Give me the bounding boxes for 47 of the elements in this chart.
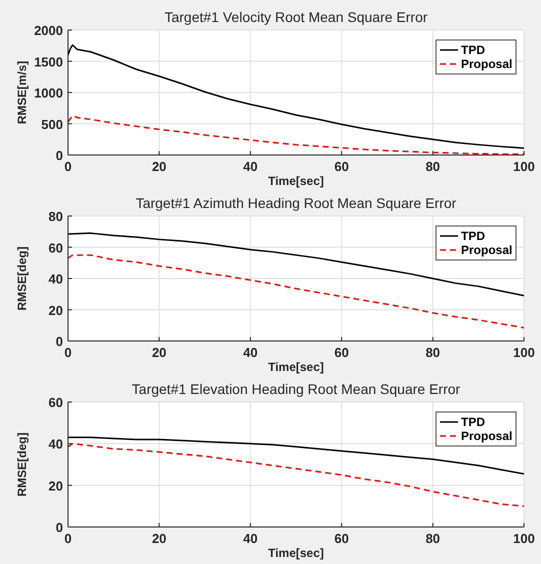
line-series	[68, 442, 524, 507]
x-tick-label: 80	[426, 531, 440, 546]
legend-label: Proposal	[461, 429, 512, 443]
y-tick-label: 2000	[34, 23, 63, 38]
x-tick-label: 20	[152, 159, 166, 174]
x-tick-label: 40	[243, 159, 258, 174]
y-axis-title: RMSE[deg]	[15, 246, 29, 310]
x-axis-title: Time[sec]	[268, 546, 324, 560]
x-tick-label: 60	[334, 159, 349, 174]
y-tick-label: 20	[48, 478, 63, 494]
x-tick-label: 100	[513, 345, 535, 360]
chart-title: Target#1 Velocity Root Mean Square Error	[164, 9, 428, 25]
y-tick-label: 40	[48, 272, 63, 286]
y-tick-label: 40	[48, 436, 63, 452]
y-tick-label: 0	[56, 148, 63, 163]
y-tick-label: 0	[56, 334, 63, 349]
legend-label: TPD	[461, 229, 486, 243]
line-series	[68, 232, 524, 296]
x-tick-label: 20	[152, 345, 166, 360]
y-tick-label: 1500	[34, 54, 63, 70]
x-tick-label: 40	[243, 531, 258, 546]
y-tick-label: 20	[48, 302, 63, 318]
x-tick-label: 80	[426, 345, 440, 360]
line-series	[68, 44, 524, 149]
x-tick-label: 20	[152, 531, 166, 546]
y-tick-label: 80	[48, 209, 63, 224]
y-tick-label: 500	[41, 116, 63, 132]
y-tick-label: 1000	[34, 86, 63, 100]
y-axis-title: RMSE[deg]	[15, 432, 29, 496]
x-axis-title: Time[sec]	[268, 360, 324, 374]
y-axis-title: RMSE[m/s]	[15, 60, 29, 124]
legend-label: Proposal	[461, 57, 512, 71]
x-tick-label: 100	[513, 531, 535, 546]
legend-label: Proposal	[461, 243, 512, 257]
x-tick-label: 60	[334, 345, 349, 360]
x-tick-label: 80	[426, 159, 440, 174]
chart-title: Target#1 Azimuth Heading Root Mean Square Error	[136, 195, 457, 211]
x-tick-label: 60	[334, 531, 349, 546]
legend-label: TPD	[461, 43, 486, 57]
y-tick-label: 60	[48, 240, 63, 256]
y-tick-label: 0	[56, 520, 63, 535]
chart-title: Target#1 Elevation Heading Root Mean Square Error	[132, 381, 461, 397]
legend-label: TPD	[461, 415, 486, 429]
x-axis-title: Time[sec]	[268, 174, 324, 188]
x-tick-label: 100	[513, 159, 535, 174]
y-tick-label: 60	[48, 395, 63, 410]
x-tick-label: 40	[243, 345, 258, 360]
